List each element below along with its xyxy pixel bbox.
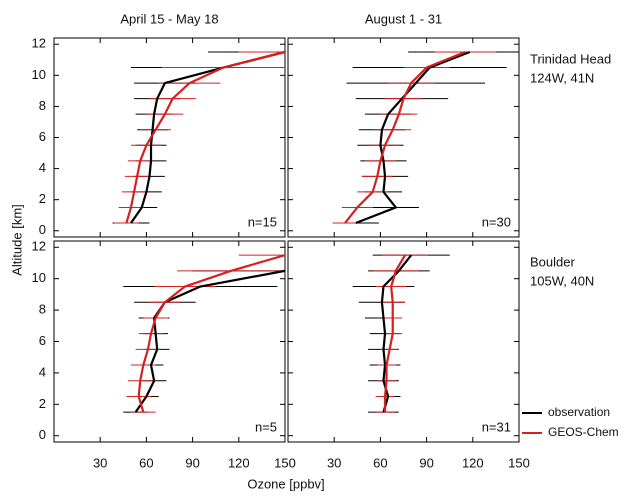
y-tick-label: 0 — [39, 427, 46, 442]
x-tick-label: 60 — [139, 455, 153, 470]
y-tick-label: 8 — [39, 98, 46, 113]
profile-line — [383, 254, 406, 413]
plot-area — [352, 254, 450, 413]
profile-line — [125, 50, 285, 224]
y-tick-label: 0 — [39, 222, 46, 237]
y-tick-label: 2 — [39, 191, 46, 206]
sample-count: n=31 — [482, 419, 511, 434]
plot-area — [332, 50, 519, 225]
sample-count: n=30 — [482, 214, 511, 229]
y-tick-label: 10 — [32, 67, 46, 82]
site-label: 124W, 41N — [530, 70, 594, 85]
site-label: Boulder — [530, 254, 575, 269]
legend-label: observation — [548, 405, 610, 419]
y-tick-label: 10 — [32, 270, 46, 285]
x-tick-label: 150 — [508, 455, 530, 470]
plot-area — [123, 254, 285, 413]
profile-line — [355, 50, 471, 225]
x-tick-label: 90 — [185, 455, 199, 470]
x-tick-label: 60 — [373, 455, 387, 470]
x-tick-label: 120 — [228, 455, 250, 470]
profile-line — [344, 50, 466, 224]
y-tick-label: 12 — [32, 36, 46, 51]
y-tick-label: 6 — [39, 333, 46, 348]
y-tick-label: 12 — [32, 239, 46, 254]
x-axis-label: Ozone [ppbv] — [247, 476, 324, 491]
sample-count: n=5 — [255, 419, 277, 434]
y-tick-label: 2 — [39, 396, 46, 411]
x-tick-label: 90 — [419, 455, 433, 470]
panel-title: August 1 - 31 — [365, 11, 442, 26]
panel-title: April 15 - May 18 — [120, 11, 218, 26]
y-tick-label: 8 — [39, 302, 46, 317]
x-tick-label: 30 — [93, 455, 107, 470]
y-tick-label: 4 — [39, 160, 46, 175]
y-tick-label: 4 — [39, 364, 46, 379]
site-label: 105W, 40N — [530, 273, 594, 288]
plot-area — [112, 50, 285, 224]
sample-count: n=15 — [248, 214, 277, 229]
y-tick-label: 6 — [39, 129, 46, 144]
y-axis-label: Altitude [km] — [9, 204, 24, 276]
profile-line — [134, 269, 285, 413]
x-tick-label: 150 — [274, 455, 296, 470]
site-label: Trinidad Head — [530, 51, 611, 66]
x-tick-label: 120 — [462, 455, 484, 470]
legend-label: GEOS-Chem — [548, 425, 619, 439]
profile-line — [130, 50, 285, 224]
profile-line — [137, 254, 285, 413]
x-tick-label: 30 — [327, 455, 341, 470]
